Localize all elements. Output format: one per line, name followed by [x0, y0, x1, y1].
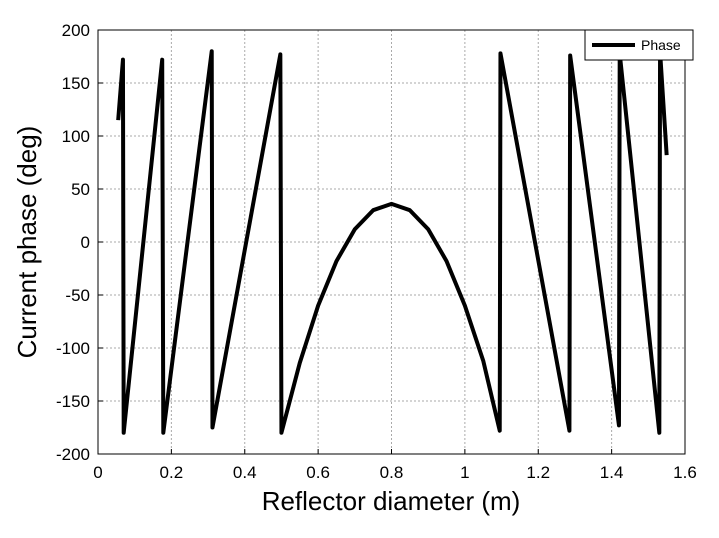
x-tick-label: 0.8 — [380, 463, 404, 482]
y-tick-label: 0 — [81, 233, 90, 252]
y-tick-label: -200 — [56, 445, 90, 464]
x-tick-label: 1.4 — [600, 463, 624, 482]
plot-frame — [97, 29, 686, 455]
data-line — [116, 49, 669, 435]
y-tick-label: 150 — [62, 74, 90, 93]
x-tick-label: 1.2 — [526, 463, 550, 482]
y-tick-label: -50 — [65, 286, 90, 305]
y-tick-label: -150 — [56, 392, 90, 411]
x-tick-label: 1 — [460, 463, 469, 482]
y-tick-label: 50 — [71, 180, 90, 199]
x-tick-label: 0.4 — [233, 463, 257, 482]
y-tick-label: -100 — [56, 339, 90, 358]
y-axis-label: Current phase (deg) — [12, 126, 42, 359]
legend-label: Phase — [641, 37, 681, 53]
y-tick-label: 200 — [62, 21, 90, 40]
x-tick-label: 0.2 — [160, 463, 184, 482]
y-tick-label: 100 — [62, 127, 90, 146]
x-tick-label: 0.6 — [306, 463, 330, 482]
x-axis-label: Reflector diameter (m) — [262, 486, 521, 516]
x-tick-label: 0 — [93, 463, 102, 482]
x-tick-label: 1.6 — [673, 463, 697, 482]
